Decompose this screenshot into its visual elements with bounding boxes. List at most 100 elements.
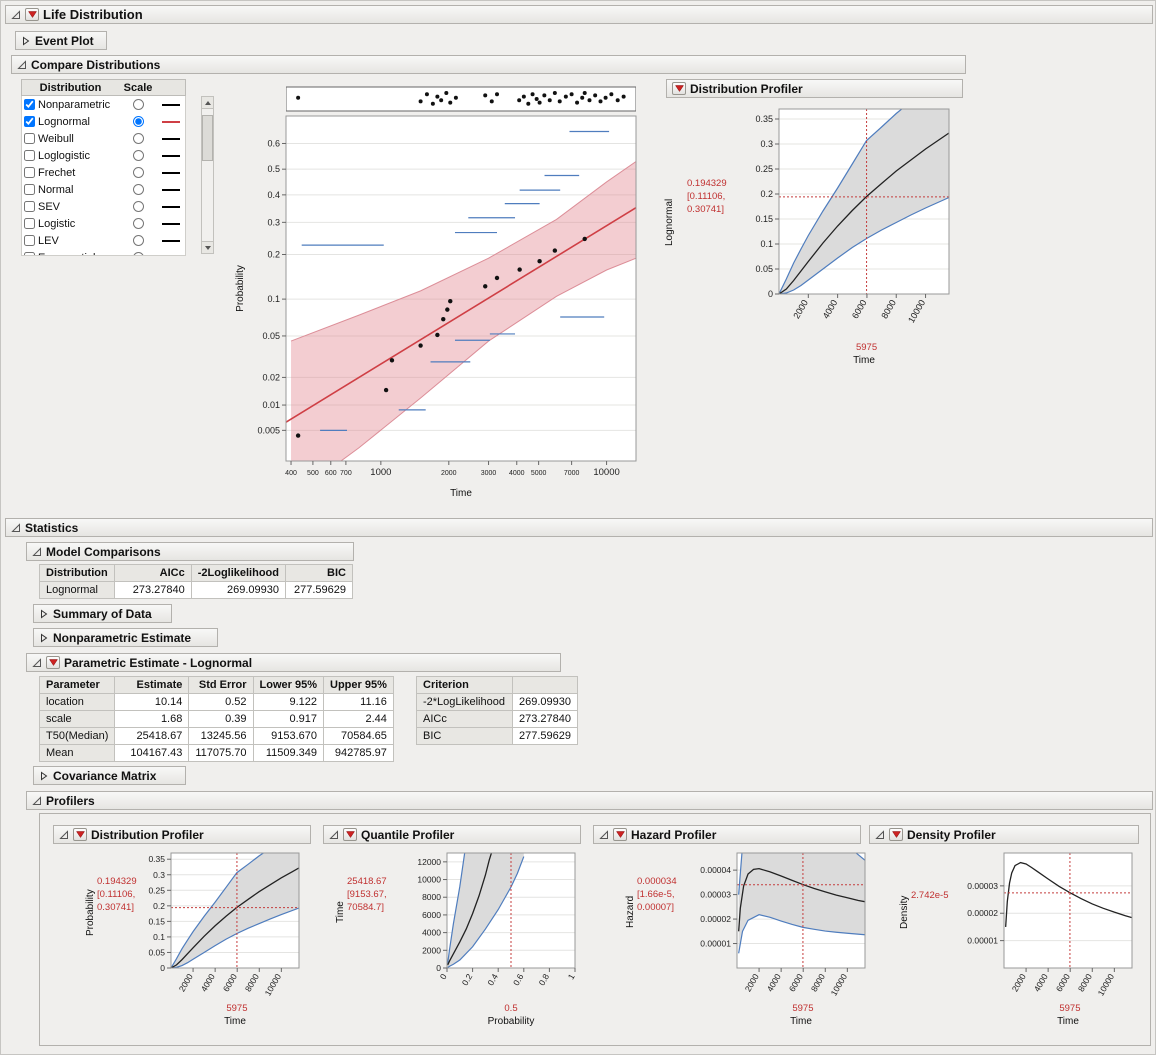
distribution-list-scrollbar[interactable] — [201, 96, 214, 254]
section-title: Summary of Data — [53, 606, 152, 621]
red-triangle-menu-button[interactable] — [25, 8, 39, 21]
scroll-down-button[interactable] — [202, 241, 213, 253]
table-row: Mean 104167.43 117075.70 11509.349 94278… — [38, 744, 394, 762]
disclosure-expanded-icon[interactable] — [32, 657, 42, 668]
section-title: Density Profiler — [907, 827, 996, 842]
red-triangle-menu-button[interactable] — [613, 828, 627, 841]
cell: 0.52 — [188, 693, 254, 711]
distribution-profiler-chart[interactable]: 2000 4000 6000 8000 10000 0 0.05 0.1 0.15 0.2 0.25… — [666, 101, 961, 366]
scale-radio[interactable] — [132, 252, 144, 255]
disclosure-expanded-icon[interactable] — [875, 829, 885, 840]
red-triangle-menu-button[interactable] — [343, 828, 357, 841]
svg-text:0.00002: 0.00002 — [967, 908, 998, 918]
svg-text:7000: 7000 — [564, 470, 580, 477]
distribution-checkbox[interactable] — [24, 184, 35, 195]
disclosure-expanded-icon[interactable] — [599, 829, 609, 840]
disclosure-expanded-icon[interactable] — [32, 795, 42, 806]
event-plot-header: Event Plot — [15, 31, 107, 50]
distribution-checkbox[interactable] — [24, 150, 35, 161]
current-value-readout: 0.000034 [1.66e-5, 0.00007] — [637, 875, 687, 914]
svg-text:2000: 2000 — [1010, 972, 1028, 994]
svg-text:0.00002: 0.00002 — [700, 914, 731, 924]
scale-radio[interactable] — [132, 184, 144, 195]
column-header — [512, 676, 578, 694]
scale-radio[interactable] — [132, 133, 144, 144]
distribution-profiler-small-chart[interactable]: 2000 4000 6000 8000 10000 0 0.05 0.1 0.15 0.2 0.25… — [129, 847, 311, 1027]
current-value-readout: 0.194329 [0.11106, 0.30741] — [687, 177, 743, 216]
column-header: Criterion — [416, 676, 513, 694]
probability-plot[interactable]: 400 500 600 700 1000 2000 3000 4000 5000 7000 1000… — [231, 114, 651, 499]
distribution-checkbox[interactable] — [24, 99, 35, 110]
current-value: 2.742e-5 — [911, 890, 949, 901]
page-title: Life Distribution — [43, 7, 143, 22]
disclosure-expanded-icon[interactable] — [59, 829, 69, 840]
quantile-profiler-header: Quantile Profiler — [323, 825, 581, 844]
density-profiler-chart[interactable]: 2000 4000 6000 8000 10000 0.00001 0.00002 0.000… — [956, 847, 1144, 1027]
line-color-swatch — [162, 171, 180, 174]
svg-text:10000: 10000 — [906, 298, 927, 325]
summary-of-data-header: Summary of Data — [33, 604, 172, 623]
hazard-profiler-chart[interactable]: 2000 4000 6000 8000 10000 0.00001 0.00002 0.000… — [689, 847, 877, 1027]
distribution-label: Loglogistic — [38, 149, 90, 162]
red-triangle-menu-button[interactable] — [889, 828, 903, 841]
distribution-checkbox[interactable] — [24, 201, 35, 212]
svg-text:2000: 2000 — [177, 972, 195, 994]
ci-upper: 70584.7] — [347, 902, 384, 913]
disclosure-expanded-icon[interactable] — [32, 546, 42, 557]
svg-text:6000: 6000 — [221, 972, 239, 994]
svg-text:0.05: 0.05 — [755, 264, 773, 274]
cell: 1.68 — [114, 710, 190, 728]
distribution-checkbox[interactable] — [24, 235, 35, 246]
quantile-profiler-chart[interactable]: 0 0.2 0.4 0.6 0.8 1 0 2000 4000 6000 8000 10000 1200… — [401, 847, 587, 1027]
distribution-checkbox[interactable] — [24, 133, 35, 144]
ci-upper: 0.30741] — [97, 902, 134, 913]
svg-text:0.1: 0.1 — [267, 294, 280, 304]
red-triangle-menu-button[interactable] — [672, 82, 686, 95]
disclosure-expanded-icon[interactable] — [329, 829, 339, 840]
disclosure-collapsed-icon[interactable] — [21, 36, 31, 46]
ci-upper: 0.30741] — [687, 204, 724, 215]
disclosure-collapsed-icon[interactable] — [39, 771, 49, 781]
disclosure-expanded-icon[interactable] — [11, 522, 21, 533]
model-comparisons-header: Model Comparisons — [26, 542, 354, 561]
disclosure-collapsed-icon[interactable] — [39, 609, 49, 619]
scrollbar-thumb[interactable] — [202, 115, 213, 161]
ci-upper: 0.00007] — [637, 902, 674, 913]
parametric-estimate-table: Parameter Estimate Std Error Lower 95% U… — [38, 676, 394, 762]
distribution-checkbox[interactable] — [24, 218, 35, 229]
scale-radio[interactable] — [132, 167, 144, 178]
svg-text:2000: 2000 — [791, 298, 810, 320]
svg-text:6000: 6000 — [850, 298, 869, 320]
svg-text:6000: 6000 — [1054, 972, 1072, 994]
cell: 9153.670 — [252, 727, 325, 745]
scale-radio[interactable] — [132, 99, 144, 110]
column-header: AICc — [113, 564, 192, 582]
scale-radio[interactable] — [132, 150, 144, 161]
scale-radio[interactable] — [132, 201, 144, 212]
svg-text:0.2: 0.2 — [760, 189, 773, 199]
distribution-label: Lognormal — [38, 115, 90, 128]
red-triangle-menu-button[interactable] — [73, 828, 87, 841]
section-title: Profilers — [46, 793, 95, 808]
current-value-readout: 25418.67 [9153.67, 70584.7] — [347, 875, 399, 914]
disclosure-expanded-icon[interactable] — [11, 9, 21, 20]
table-row: Lognormal 273.27840 269.09930 277.59629 — [39, 581, 353, 599]
svg-text:0.3: 0.3 — [760, 139, 773, 149]
distribution-label: Weibull — [38, 132, 74, 145]
svg-text:1: 1 — [566, 972, 577, 981]
distribution-label: Logistic — [38, 217, 76, 230]
disclosure-expanded-icon[interactable] — [17, 59, 27, 70]
event-strip-chart[interactable] — [286, 84, 636, 114]
red-triangle-menu-button[interactable] — [46, 656, 60, 669]
svg-text:10000: 10000 — [1096, 972, 1117, 998]
distribution-checkbox[interactable] — [24, 116, 35, 127]
svg-text:8000: 8000 — [1076, 972, 1094, 994]
distribution-checkbox[interactable] — [24, 167, 35, 178]
scale-radio[interactable] — [132, 235, 144, 246]
ci-lower: [9153.67, — [347, 889, 387, 900]
scale-radio[interactable] — [132, 218, 144, 229]
scroll-up-button[interactable] — [202, 97, 213, 109]
scale-radio[interactable] — [132, 116, 144, 127]
disclosure-collapsed-icon[interactable] — [39, 633, 49, 643]
distribution-checkbox[interactable] — [24, 252, 35, 255]
